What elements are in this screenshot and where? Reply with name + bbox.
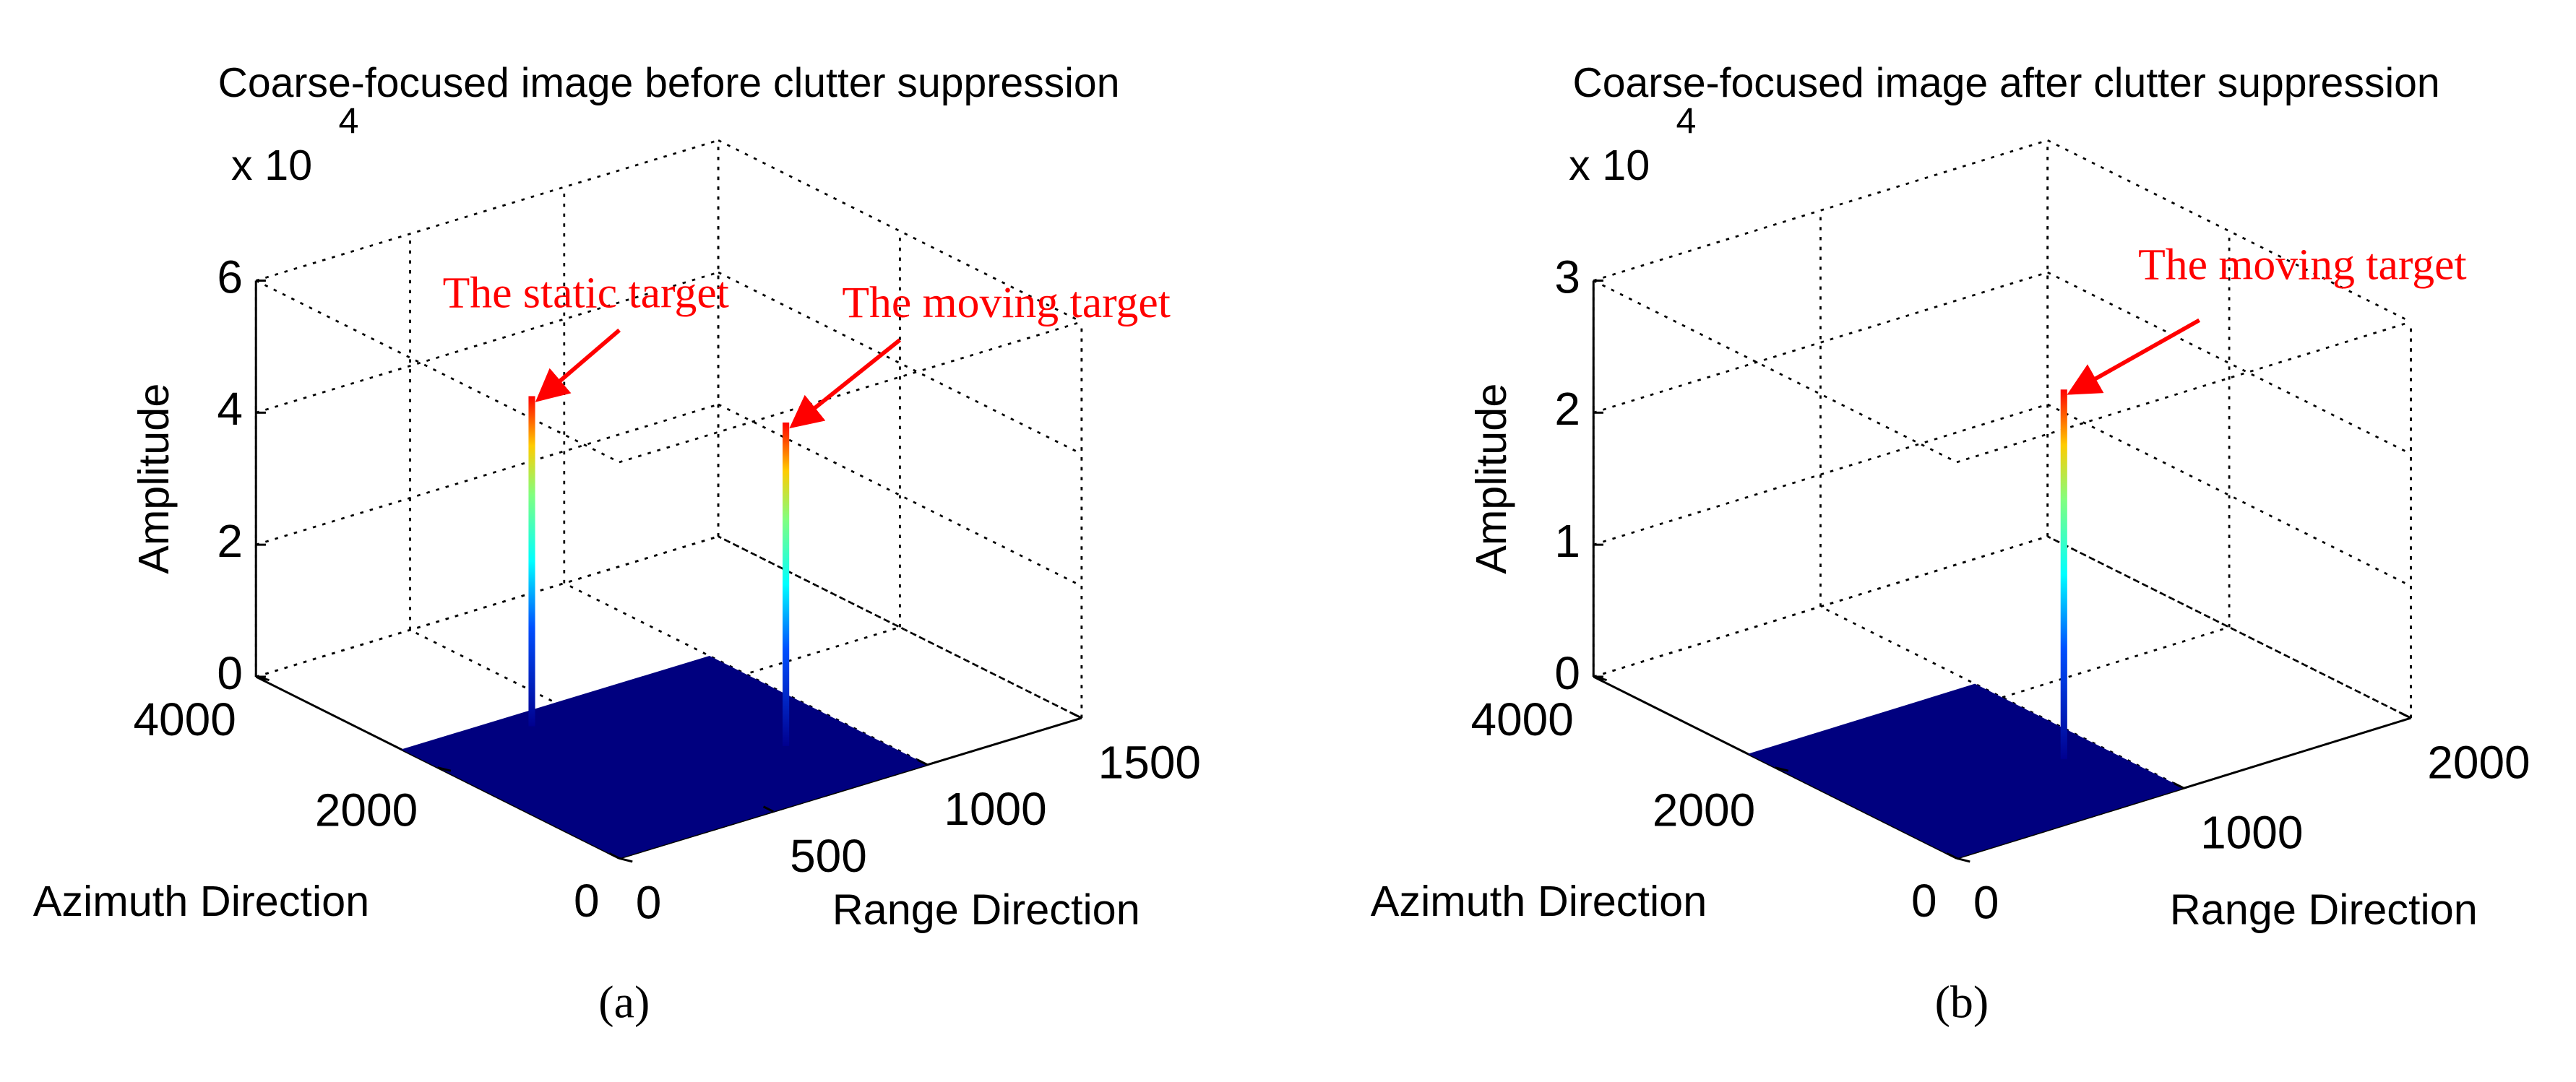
annotation: The moving target — [842, 278, 1171, 327]
grid-line — [255, 535, 719, 678]
tick-mark — [917, 758, 929, 766]
x-axis-label: Range Direction — [832, 885, 1140, 933]
z-axis-label: Amplitude — [129, 384, 178, 574]
grid-line — [2047, 271, 2412, 455]
chart-title: Coarse-focused image before clutter supp… — [218, 60, 1120, 106]
y-tick-label: 0 — [574, 875, 600, 927]
z-tick-label: 2 — [1554, 383, 1580, 435]
z-axis-label: Amplitude — [1467, 384, 1515, 574]
y-tick-label: 4000 — [1471, 693, 1574, 745]
peak — [528, 396, 535, 727]
annotation-arrow — [535, 328, 621, 402]
z-tick-label: 0 — [217, 647, 243, 699]
chart-title: Coarse-focused image after clutter suppr… — [1572, 60, 2439, 106]
grid-line — [2047, 535, 2412, 719]
grid-line — [718, 271, 1082, 455]
y-tick-label: 0 — [1911, 875, 1937, 927]
tick-mark — [2173, 782, 2184, 789]
z-exponent: 4 — [338, 100, 358, 142]
y-tick-label: 4000 — [133, 693, 236, 745]
z-tick-label: 6 — [217, 251, 243, 303]
x-tick-label: 500 — [790, 830, 867, 882]
annotation: The moving target — [2138, 241, 2467, 290]
grid-line — [255, 403, 719, 546]
box-edge — [619, 321, 1082, 464]
tick-mark — [1946, 852, 1957, 860]
grid-line — [718, 535, 1082, 719]
annotation-arrow — [789, 338, 902, 429]
tick-mark — [619, 857, 633, 863]
y-axis-label: Azimuth Direction — [33, 877, 370, 925]
grid-line — [1819, 605, 2184, 789]
grid-line — [2047, 139, 2412, 323]
y-axis-label: Azimuth Direction — [1371, 877, 1707, 925]
x-tick-label: 1500 — [1098, 736, 1201, 788]
grid-line — [2047, 403, 2412, 587]
x-tick-label: 0 — [1973, 877, 1999, 929]
x-tick-label: 2000 — [2427, 736, 2530, 788]
surface — [1747, 683, 2184, 859]
box-edge — [1956, 321, 2411, 464]
x-tick-label: 1000 — [944, 783, 1046, 835]
z-multiplier: x 10 — [231, 141, 312, 189]
grid-line — [2047, 535, 2412, 719]
peak — [2060, 389, 2067, 760]
tick-mark — [1593, 675, 1607, 681]
tick-mark — [255, 675, 270, 681]
grid-line — [718, 403, 1082, 587]
z-tick-label: 4 — [217, 383, 243, 435]
x-axis-label: Range Direction — [2170, 885, 2478, 933]
grid-line — [255, 139, 719, 282]
z-tick-label: 0 — [1554, 647, 1580, 699]
grid-line — [409, 628, 774, 813]
z-tick-label: 1 — [1554, 515, 1580, 567]
tick-mark — [1956, 857, 1970, 863]
tick-mark — [1071, 711, 1082, 719]
surface — [401, 656, 928, 859]
z-tick-label: 2 — [217, 515, 243, 567]
annotation-arrow — [2067, 318, 2201, 395]
tick-mark — [437, 766, 452, 772]
box-edge — [1593, 280, 1957, 464]
annotation: The static target — [443, 268, 729, 317]
z-multiplier: x 10 — [1569, 141, 1650, 189]
peak — [783, 422, 790, 746]
tick-mark — [608, 852, 620, 860]
y-tick-label: 2000 — [1653, 784, 1755, 836]
grid-line — [255, 271, 719, 414]
z-tick-label: 3 — [1554, 251, 1580, 303]
grid-line — [718, 139, 1082, 323]
x-tick-label: 0 — [636, 877, 662, 929]
grid-line — [564, 582, 929, 766]
grid-line — [718, 535, 1082, 719]
grid-line — [1593, 271, 2049, 414]
x-tick-label: 1000 — [2200, 806, 2303, 858]
caption: (b) — [1935, 977, 1989, 1028]
box-edge — [255, 280, 620, 464]
tick-mark — [762, 805, 774, 813]
tick-mark — [1775, 766, 1789, 772]
y-tick-label: 2000 — [315, 784, 418, 836]
caption: (a) — [598, 977, 650, 1028]
tick-mark — [2400, 711, 2412, 719]
z-exponent: 4 — [1676, 100, 1697, 142]
